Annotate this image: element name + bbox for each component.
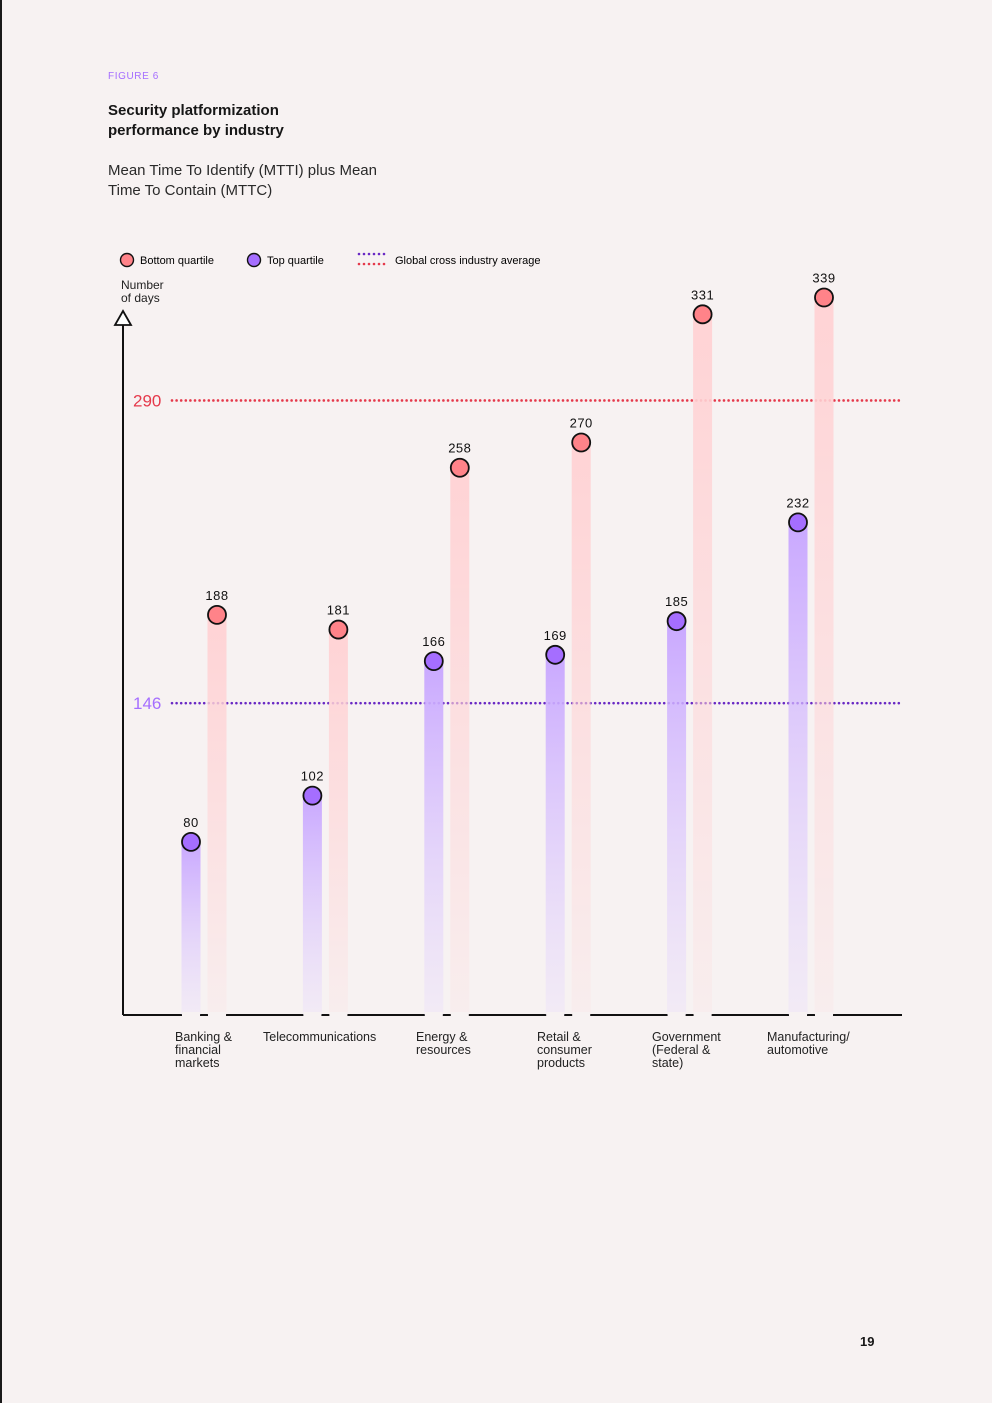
reference-line-label: 290 <box>133 391 161 410</box>
legend-bottom-label: Bottom quartile <box>140 255 214 267</box>
category-label-line: markets <box>175 1056 220 1070</box>
bars <box>181 297 834 1018</box>
figure-label: FIGURE 6 <box>108 71 159 82</box>
top-quartile-value-label: 232 <box>786 495 809 510</box>
y-axis-label: Number of days <box>121 278 164 305</box>
top-quartile-value-label: 169 <box>544 628 567 643</box>
top-quartile-point <box>181 831 201 852</box>
category-label-line: automotive <box>767 1043 829 1057</box>
bar-bottom-quartile <box>693 314 713 1015</box>
category-label-line: Energy & <box>416 1030 468 1044</box>
bar-top-quartile <box>302 795 322 1015</box>
bar-bottom-quartile <box>571 442 591 1016</box>
axis-gap <box>303 1012 322 1018</box>
bottom-quartile-point <box>207 604 227 625</box>
y-axis-label-line2: of days <box>121 291 160 305</box>
legend-average-label: Global cross industry average <box>395 255 541 267</box>
bottom-quartile-value-label: 270 <box>570 416 593 431</box>
category-label-line: resources <box>416 1043 471 1057</box>
category-label-line: Banking & <box>175 1030 232 1044</box>
bottom-quartile-point <box>449 457 470 478</box>
bar-bottom-quartile <box>207 614 227 1015</box>
axis-gap <box>329 1012 348 1018</box>
bottom-quartile-value-label: 331 <box>691 287 714 302</box>
top-quartile-value-label: 185 <box>665 594 688 609</box>
category-label: Energy & resources <box>416 1031 471 1057</box>
reference-lines: 290 146 <box>133 391 904 713</box>
bar-bottom-quartile <box>814 297 834 1015</box>
bottom-quartile-point <box>571 432 592 453</box>
top-quartile-value-label: 80 <box>183 815 198 830</box>
legend-top-marker <box>246 252 262 268</box>
legend-top-label: Top quartile <box>267 255 324 267</box>
axis-gap <box>546 1012 565 1018</box>
markers: 80 188 102 181 166 258 169 270 185 331 232 339 <box>181 271 835 852</box>
top-quartile-value-label: 166 <box>422 634 445 649</box>
bar-top-quartile <box>424 661 444 1015</box>
chart-title: Security platformization performance by … <box>108 102 284 139</box>
top-quartile-value-label: 102 <box>301 769 324 784</box>
category-label: Government (Federal & state) <box>652 1031 721 1070</box>
bottom-quartile-value-label: 188 <box>205 588 228 603</box>
bottom-quartile-value-label: 339 <box>812 271 835 286</box>
category-label-line: products <box>537 1056 585 1070</box>
bar-bottom-quartile <box>450 467 470 1015</box>
category-label-line: Retail & <box>537 1030 581 1044</box>
bottom-quartile-value-label: 181 <box>327 603 350 618</box>
bar-bottom-quartile <box>328 629 348 1015</box>
category-label-line: Government <box>652 1030 721 1044</box>
bottom-quartile-point <box>814 287 834 308</box>
category-label: Banking & financial markets <box>175 1031 232 1070</box>
axis-gap <box>424 1012 443 1018</box>
axis-gap <box>815 1012 833 1018</box>
axis-gap <box>693 1012 712 1018</box>
category-label: Retail & consumer products <box>537 1031 592 1070</box>
top-quartile-point <box>423 651 444 672</box>
reference-line-label: 146 <box>133 694 161 713</box>
chart-subtitle: Mean Time To Identify (MTTI) plus Mean T… <box>108 162 377 199</box>
legend: Bottom quartile Top quartile Global cros… <box>119 252 541 268</box>
legend-bottom-marker <box>119 252 135 268</box>
bottom-quartile-value-label: 258 <box>448 441 471 456</box>
axis-gap <box>450 1012 469 1018</box>
top-quartile-point <box>788 512 808 533</box>
category-label-line: consumer <box>537 1043 592 1057</box>
category-label-line: Manufacturing/ <box>767 1030 850 1044</box>
category-label-line: Telecommunications <box>263 1030 377 1044</box>
axis-gap <box>572 1012 591 1018</box>
axis-gap <box>667 1012 686 1018</box>
bar-top-quartile <box>667 621 687 1015</box>
category-label: Manufacturing/automotive <box>767 1031 850 1057</box>
page-left-rule <box>0 0 2 1403</box>
bar-top-quartile <box>181 841 201 1015</box>
axis-gap <box>208 1012 226 1018</box>
category-label-line: (Federal & <box>652 1043 711 1057</box>
bottom-quartile-point <box>692 304 713 325</box>
bottom-quartile-point <box>328 619 349 640</box>
category-label-line: financial <box>175 1043 221 1057</box>
top-quartile-point <box>545 644 566 665</box>
top-quartile-point <box>302 785 323 806</box>
category-label-line: state) <box>652 1056 684 1070</box>
bar-top-quartile <box>788 522 808 1015</box>
category-label: Telecommunications <box>263 1031 376 1044</box>
top-quartile-point <box>666 611 687 632</box>
axis-gap <box>789 1012 807 1018</box>
page-number: 19 <box>860 1334 875 1349</box>
axis-gap <box>182 1012 200 1018</box>
y-axis-arrow-icon <box>113 309 133 326</box>
y-axis-label-line1: Number <box>121 278 164 292</box>
bar-top-quartile <box>545 654 565 1015</box>
